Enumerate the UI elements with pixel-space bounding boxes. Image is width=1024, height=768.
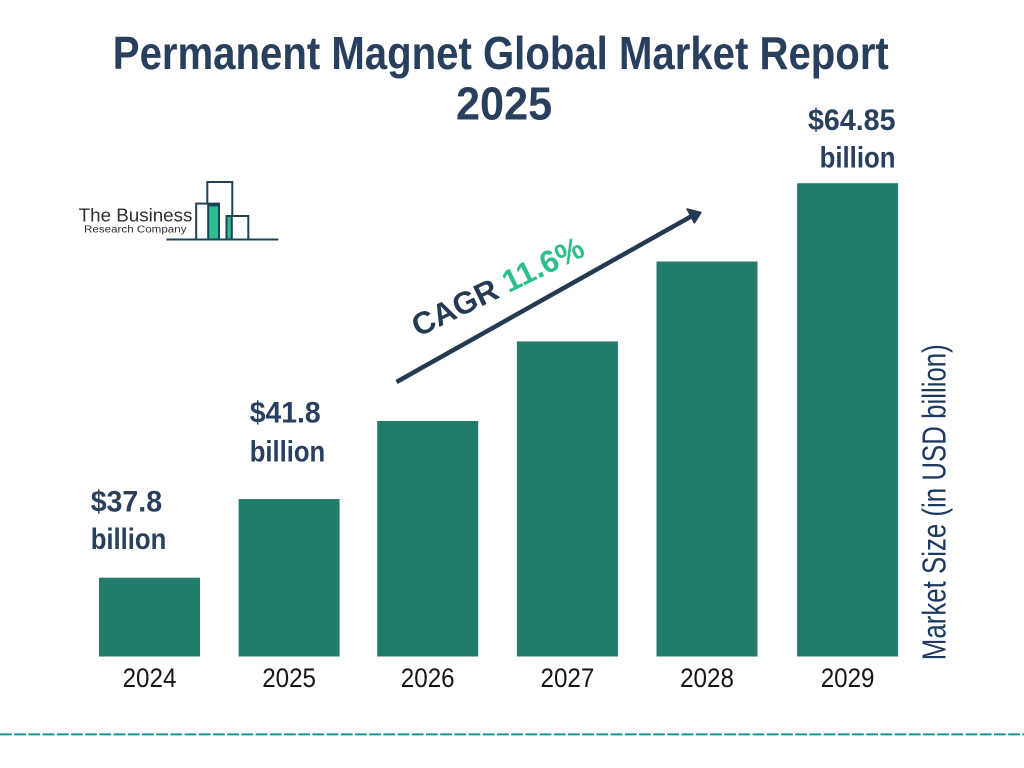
svg-text:2025: 2025	[456, 77, 552, 129]
svg-text:The Business: The Business	[79, 204, 193, 225]
svg-text:$41.8: $41.8	[250, 397, 321, 430]
svg-text:2025: 2025	[262, 663, 316, 693]
svg-text:Research Company: Research Company	[84, 225, 187, 236]
svg-text:2029: 2029	[821, 663, 875, 693]
svg-text:billion: billion	[820, 142, 896, 175]
svg-text:Permanent Magnet Global Market: Permanent Magnet Global Market Report	[113, 27, 889, 79]
svg-text:Market Size (in USD billion): Market Size (in USD billion)	[916, 344, 953, 660]
svg-text:2026: 2026	[401, 663, 455, 693]
svg-text:billion: billion	[91, 523, 167, 556]
svg-text:2024: 2024	[123, 663, 177, 693]
svg-text:2027: 2027	[541, 663, 595, 693]
svg-text:$64.85: $64.85	[808, 104, 896, 137]
svg-text:2028: 2028	[680, 663, 734, 693]
svg-text:$37.8: $37.8	[91, 485, 162, 518]
svg-text:billion: billion	[250, 435, 326, 468]
